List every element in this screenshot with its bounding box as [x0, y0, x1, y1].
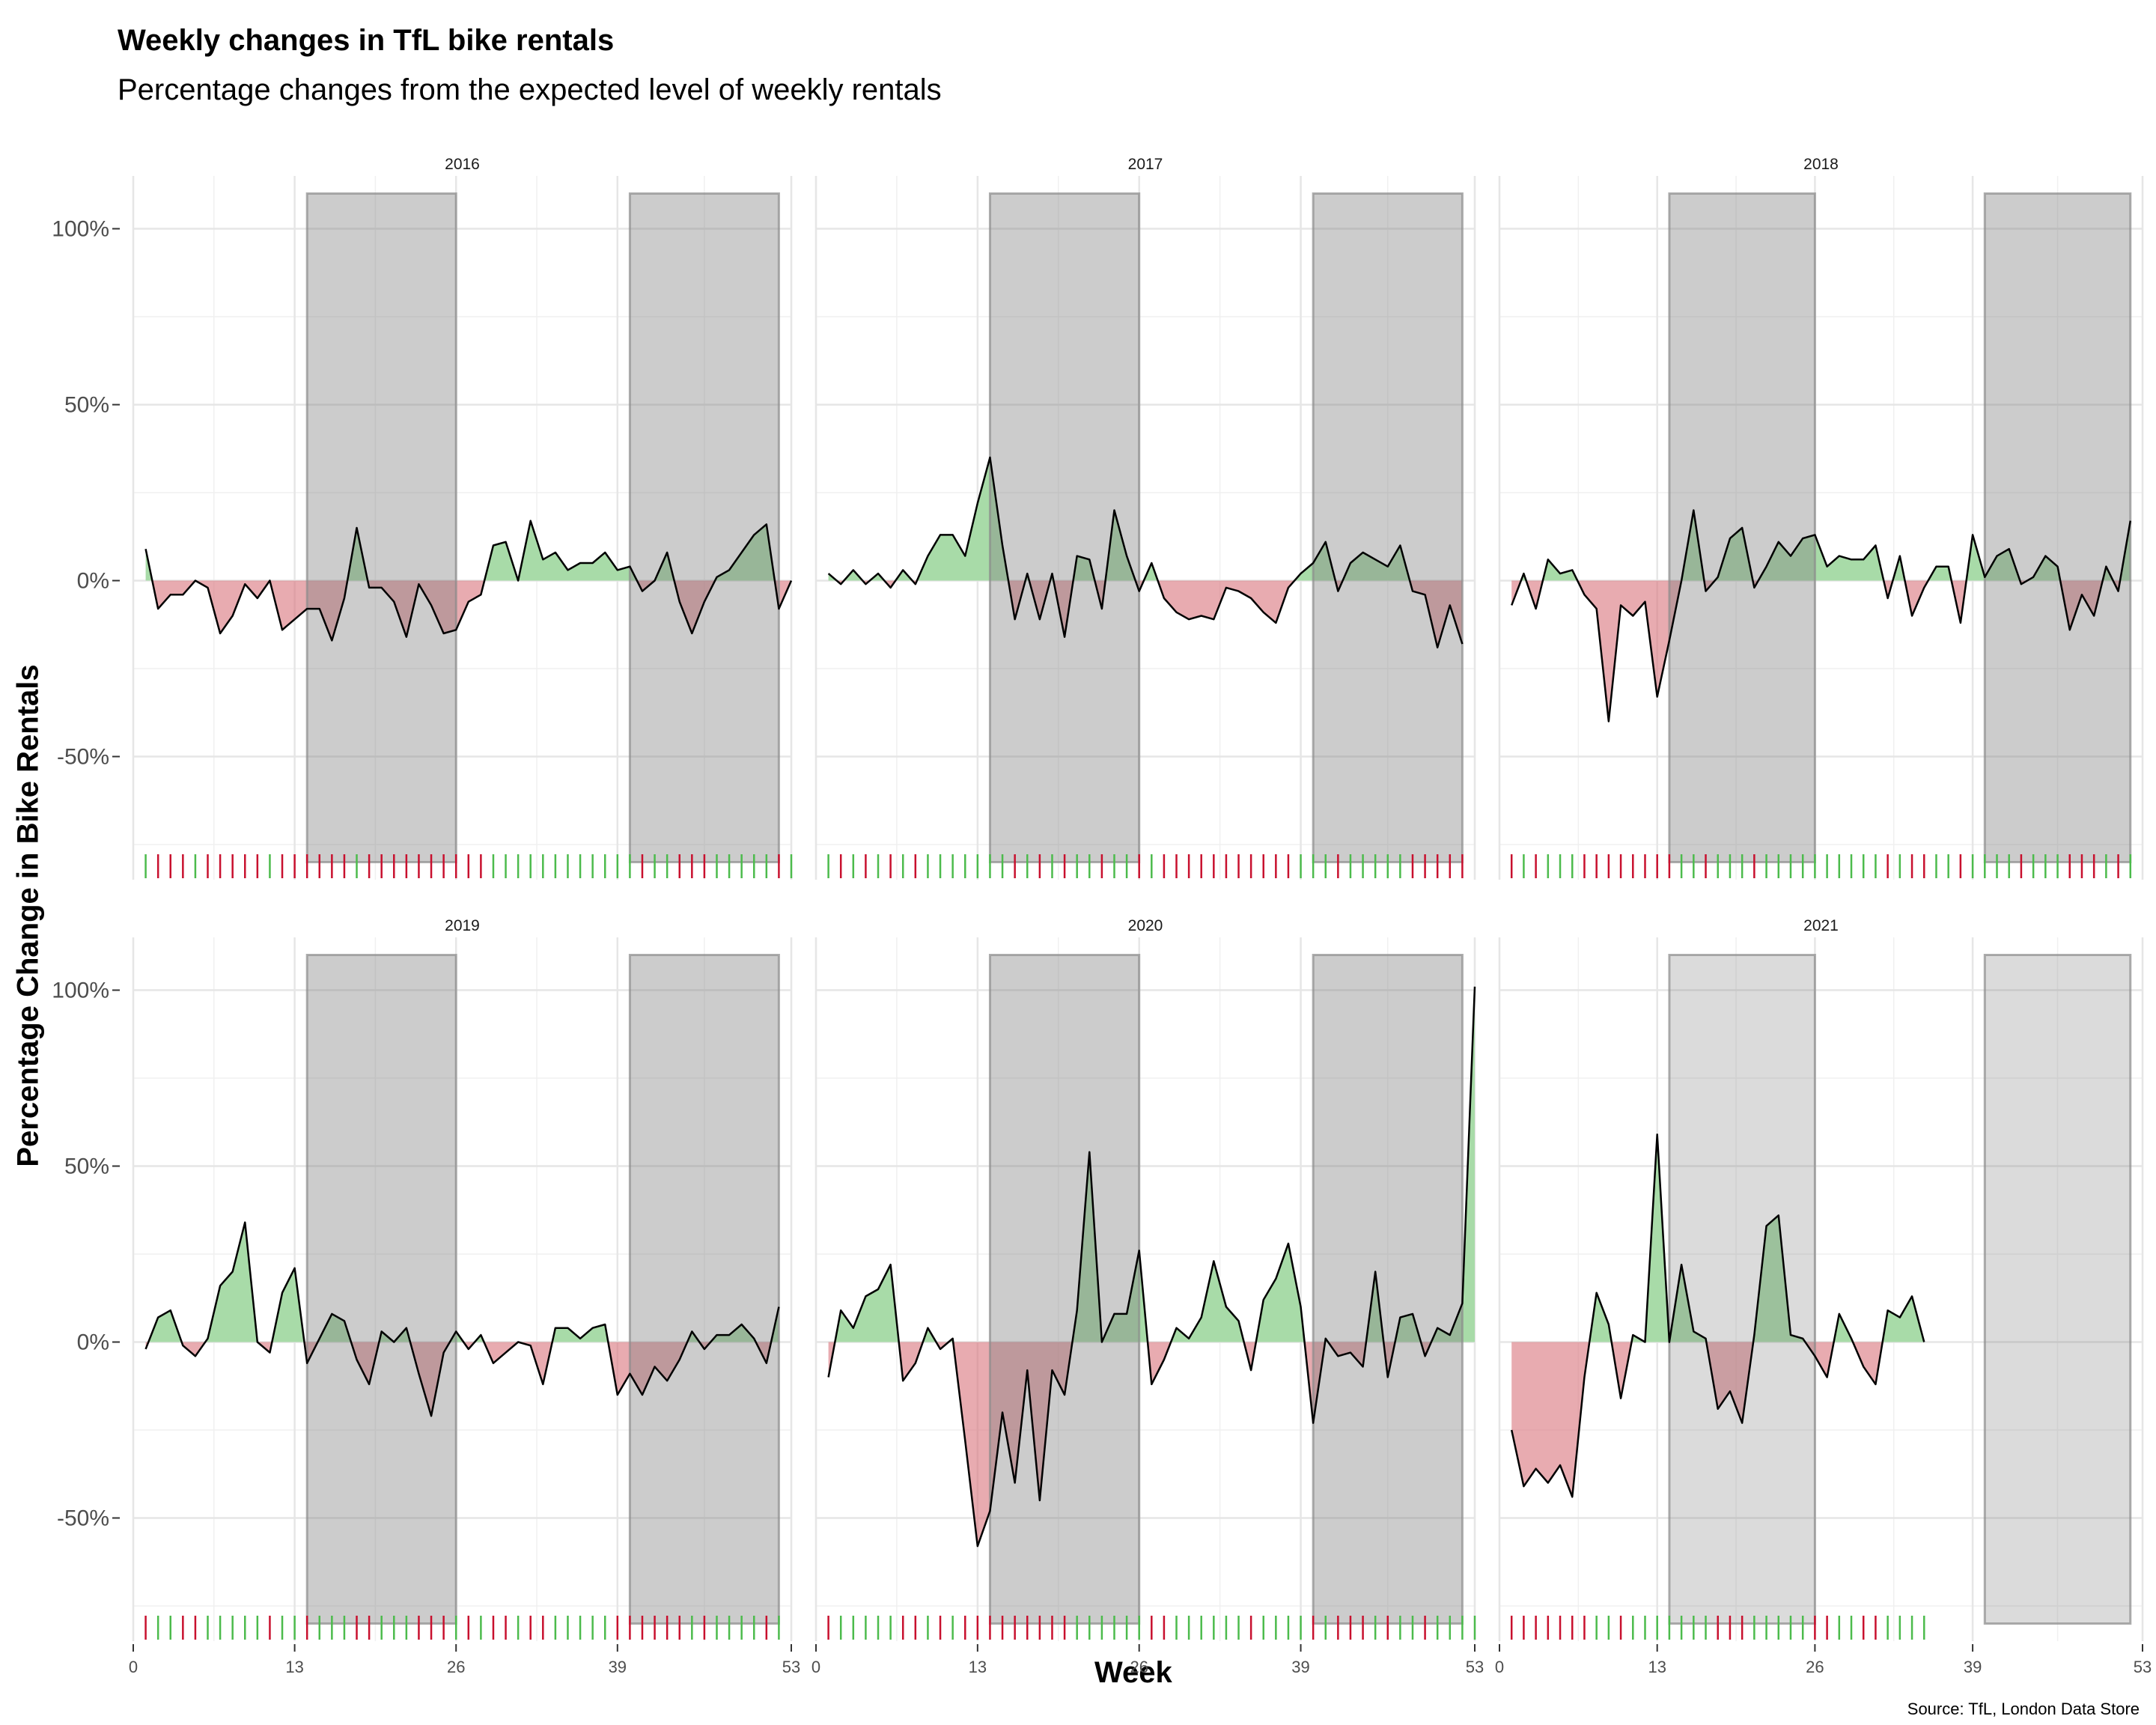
- x-tick-label: 0: [1495, 1658, 1504, 1676]
- panel-strip-title: 2020: [1128, 917, 1163, 934]
- y-tick-label: 100%: [52, 217, 109, 242]
- y-tick-label: -50%: [57, 1506, 109, 1531]
- positive-change-area: [1520, 510, 2131, 581]
- panel-strip-title: 2018: [1803, 156, 1839, 173]
- x-axis-label: Week: [1094, 1656, 1172, 1689]
- panel-2021: 2021 0 13 26 39 53: [1495, 917, 2152, 1676]
- panel-2019: 2019 -50% 0% 50% 100% 0 13 26 39 53: [52, 917, 800, 1676]
- series-line: [827, 456, 1464, 649]
- shaded-week-range: [628, 954, 780, 1625]
- shaded-week-range: [1983, 192, 2132, 863]
- x-tick-label: 13: [1648, 1658, 1666, 1676]
- x-tick-label: 39: [1291, 1658, 1309, 1676]
- panel-strip-title: 2019: [445, 917, 480, 934]
- panel-2017: 2017: [814, 156, 1476, 880]
- shaded-week-range: [988, 192, 1141, 863]
- y-tick-label: -50%: [57, 745, 109, 770]
- y-tick-label: 100%: [52, 979, 109, 1003]
- chart-title: Weekly changes in TfL bike rentals: [118, 24, 615, 57]
- panel-strip-title: 2017: [1128, 156, 1163, 173]
- panel-strip-title: 2021: [1803, 917, 1839, 934]
- shaded-week-range: [1312, 192, 1464, 863]
- negative-change-area: [152, 580, 792, 641]
- panel-strip-title: 2016: [445, 156, 480, 173]
- y-tick-label: 50%: [64, 393, 109, 418]
- y-tick-label: 0%: [77, 1330, 109, 1355]
- x-tick-label: 0: [811, 1658, 820, 1676]
- series-line: [1510, 1133, 1925, 1498]
- positive-change-area: [148, 1222, 779, 1342]
- x-tick-label: 53: [1466, 1658, 1484, 1676]
- x-tick-label: 13: [969, 1658, 987, 1676]
- negative-change-area: [828, 1342, 1431, 1547]
- x-tick-label: 0: [129, 1658, 138, 1676]
- shaded-week-range: [988, 954, 1141, 1625]
- shaded-week-range: [1312, 954, 1464, 1625]
- shaded-week-range: [628, 192, 780, 863]
- x-tick-label: 13: [285, 1658, 303, 1676]
- shaded-week-range: [1668, 954, 1816, 1625]
- y-tick-label: 50%: [64, 1154, 109, 1179]
- x-tick-label: 53: [782, 1658, 800, 1676]
- panel-2016: 2016 -50% 0% 50% 100%: [52, 156, 793, 880]
- panel-2018: 2018: [1498, 156, 2144, 880]
- negative-change-area: [145, 1342, 772, 1417]
- series-line: [827, 986, 1476, 1548]
- shaded-week-range: [305, 954, 457, 1625]
- shaded-week-range: [305, 192, 457, 863]
- x-tick-label: 26: [1806, 1658, 1824, 1676]
- y-tick-label: 0%: [77, 569, 109, 594]
- shaded-week-range: [1983, 954, 2132, 1625]
- source-caption: Source: TfL, London Data Store: [1907, 1700, 2140, 1718]
- chart-subtitle: Percentage changes from the expected lev…: [118, 73, 942, 106]
- series-line: [1511, 509, 2132, 722]
- negative-change-area: [1511, 580, 2121, 722]
- panel-2020: 2020 0 13 26 39 53: [811, 917, 1484, 1676]
- x-tick-label: 39: [609, 1658, 627, 1676]
- x-tick-label: 26: [1130, 1658, 1148, 1676]
- x-tick-label: 53: [2134, 1658, 2152, 1676]
- positive-change-area: [828, 457, 1410, 581]
- positive-change-area: [1589, 1134, 1925, 1342]
- x-tick-label: 39: [1964, 1658, 1982, 1676]
- series-line: [144, 1221, 780, 1417]
- series-line: [144, 520, 793, 642]
- x-tick-label: 26: [447, 1658, 465, 1676]
